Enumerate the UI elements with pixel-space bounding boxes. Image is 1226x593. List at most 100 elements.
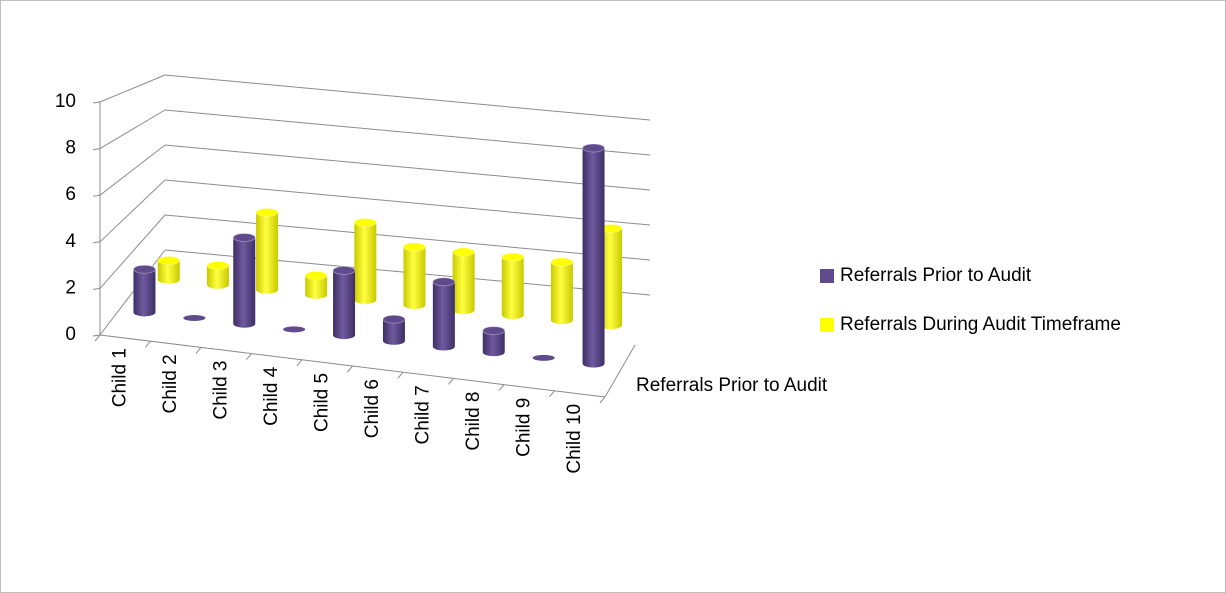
x-tick [498,384,505,391]
bar-top [232,232,256,242]
bar [482,326,506,357]
y-tick [92,101,101,104]
grid-line [164,214,651,261]
z-tick-label: Referrals Prior to Audit [636,375,828,396]
legend-label: Referrals During Audit Timeframe [840,314,1121,335]
legend-swatch [820,318,834,332]
bar-body [233,237,256,328]
bar-top [157,255,181,265]
bar-body [206,265,229,289]
bar-body [600,228,623,330]
grid-line [99,249,166,336]
bar-body [501,256,524,320]
bar-body [452,251,475,314]
bar-top [304,270,328,280]
bar [232,232,256,328]
bar [304,270,328,299]
y-tick [92,148,101,151]
bar-top [183,315,206,322]
bar [353,217,377,304]
x-tick-label: Child 3 [210,361,231,420]
bar-top [582,143,606,153]
y-tick-label: 4 [65,231,76,252]
x-tick [195,347,202,354]
x-tick-label: Child 6 [362,379,383,438]
grid-line [99,74,166,103]
bar-top [452,247,476,257]
bar-top [283,326,306,333]
y-tick-label: 0 [65,324,76,345]
grid-line [164,109,651,156]
grid-line [99,214,166,289]
bar [501,252,525,320]
bar [332,265,356,340]
bar [599,223,623,330]
bar [382,314,406,345]
grid-line [99,109,166,150]
grid-line [164,179,651,226]
y-tick [92,334,101,337]
grid-line [99,179,166,243]
grid-line [99,144,166,196]
bar [132,264,156,317]
bar [582,143,606,368]
x-tick-label: Child 10 [564,404,585,474]
bar [452,247,476,314]
bar-body [256,212,279,294]
bar-top [255,207,279,217]
x-tick-label: Child 1 [109,348,130,407]
x-tick [599,396,606,404]
y-tick-label: 10 [55,91,76,112]
bar [183,315,206,322]
y-tick-label: 8 [65,138,76,159]
bar [157,255,181,284]
y-tick-label: 6 [65,184,76,205]
bar-body [432,281,455,351]
bar [532,354,555,361]
legend-swatch [820,269,834,283]
x-tick [246,353,252,360]
bar [402,242,426,309]
bar-body [382,319,405,345]
bar [255,207,279,294]
bar-top [382,314,406,324]
grid-line [164,74,651,121]
bar [283,326,306,333]
bar-top [353,217,377,227]
x-tick-label: Child 2 [160,354,181,413]
x-tick [296,359,303,367]
bar-top [532,354,555,361]
bar-top [432,277,456,287]
y-tick [92,241,101,244]
bar-body [550,262,573,325]
bar-body [482,330,505,357]
z-axis [604,344,636,398]
legend-label: Referrals Prior to Audit [840,265,1032,286]
x-tick-label: Child 4 [261,366,282,426]
bar [432,277,456,351]
bar-top [132,264,156,274]
grid-line [164,144,651,191]
bar-body [157,260,180,284]
bar-top [332,265,356,275]
bar [550,257,574,325]
y-tick [92,287,101,290]
bar-body [582,147,605,368]
x-tick [145,340,151,348]
x-tick-label: Child 7 [412,385,433,444]
bar [206,260,230,289]
bar-top [482,326,506,336]
x-tick-label: Child 8 [463,392,484,451]
y-tick-label: 2 [65,277,76,298]
bar-body [354,222,377,304]
bar-body [333,270,356,340]
x-tick-label: Child 9 [513,398,534,457]
y-tick [92,194,101,197]
x-tick-label: Child 5 [311,373,332,432]
bar-body [133,269,156,317]
bar-top [206,260,230,270]
bar-body [403,246,426,309]
x-tick [448,378,454,385]
